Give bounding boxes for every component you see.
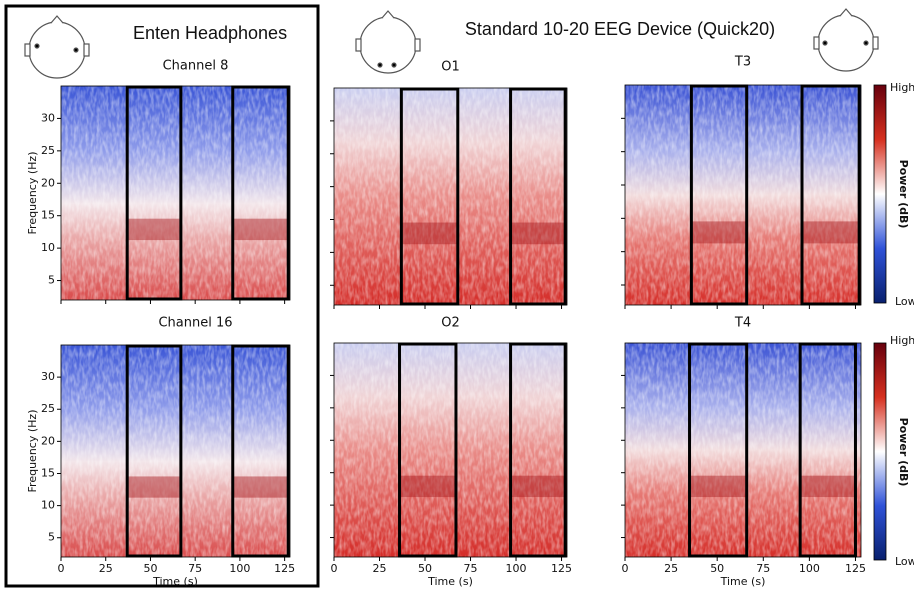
colorbar-scale [873, 84, 887, 304]
y-tick-label: 25 [41, 402, 55, 415]
group-frame [4, 4, 320, 588]
highlight-box [509, 87, 567, 306]
x-tick-label: 125 [274, 562, 295, 575]
spectrogram-texture [625, 343, 861, 557]
x-tick-label: 75 [188, 562, 202, 575]
highlight-box [800, 84, 861, 306]
panel-title: T4 [734, 316, 751, 331]
x-tick-label: 50 [418, 562, 432, 575]
y-tick-label: 20 [41, 434, 55, 447]
axes-frame [333, 342, 568, 558]
alpha-band [691, 221, 747, 244]
y-tick-label: 10 [41, 241, 55, 254]
y-tick-label: 25 [41, 144, 55, 157]
x-tick-label: 125 [845, 562, 866, 575]
colorbar-label: Power (dB) [897, 418, 910, 487]
panel-title: T3 [734, 55, 751, 70]
x-tick-label: 75 [756, 562, 770, 575]
colorbar-low: Low [895, 555, 914, 568]
colorbar: High Low Power (dB) [873, 81, 914, 308]
colorbar: High Low Power (dB) [873, 334, 914, 568]
head-icon [813, 8, 879, 72]
y-tick-label: 5 [48, 274, 55, 287]
x-tick-label: 75 [464, 562, 478, 575]
alpha-band [401, 222, 458, 245]
head-icon [24, 15, 90, 79]
group-title: Standard 10-20 EEG Device (Quick20) [465, 19, 775, 39]
y-tick-label: 15 [41, 209, 55, 222]
alpha-band [689, 475, 747, 498]
head-icon [355, 10, 421, 74]
y-tick-label: 10 [41, 499, 55, 512]
alpha-band [232, 218, 289, 241]
highlight-box [125, 344, 183, 558]
colorbar-scale [873, 342, 887, 561]
highlight-box [231, 344, 290, 558]
alpha-band [510, 475, 566, 498]
y-tick-label: 30 [41, 111, 55, 124]
colorbar-high: High [890, 334, 914, 347]
x-tick-label: 25 [373, 562, 387, 575]
alpha-band [800, 475, 856, 498]
panel-title: Channel 16 [158, 316, 232, 331]
x-axis-label: Time (s) [427, 575, 473, 588]
x-tick-label: 0 [622, 562, 629, 575]
highlight-box [688, 342, 749, 558]
x-tick-label: 50 [143, 562, 157, 575]
axes-frame [624, 342, 862, 558]
spectrogram-texture [334, 343, 567, 557]
y-tick-label: 30 [41, 370, 55, 383]
axes-frame [60, 85, 291, 301]
highlight-box [509, 342, 567, 558]
alpha-band [127, 476, 181, 498]
alpha-band [232, 476, 289, 498]
x-tick-label: 100 [506, 562, 527, 575]
panel-title: O1 [441, 60, 460, 75]
highlight-box [398, 342, 458, 558]
highlight-box [798, 342, 857, 558]
highlight-box [231, 85, 290, 301]
spectrogram-texture [61, 345, 290, 557]
spectrogram-texture [61, 86, 290, 300]
y-tick-label: 15 [41, 466, 55, 479]
x-tick-label: 50 [710, 562, 724, 575]
alpha-band [127, 218, 181, 241]
panel-title: Channel 8 [163, 59, 229, 74]
panel-title: O2 [441, 316, 460, 331]
x-tick-label: 100 [799, 562, 820, 575]
alpha-band [802, 221, 860, 244]
x-axis-label: Time (s) [720, 575, 766, 588]
spectrogram-texture [334, 88, 567, 305]
x-tick-label: 25 [99, 562, 113, 575]
y-axis-label: Frequency (Hz) [26, 410, 39, 493]
spectrogram-texture [625, 85, 861, 305]
y-tick-label: 5 [48, 531, 55, 544]
colorbar-label: Power (dB) [897, 160, 910, 229]
x-tick-label: 0 [58, 562, 65, 575]
x-tick-label: 25 [664, 562, 678, 575]
axes-frame [60, 344, 291, 558]
axes-frame [333, 87, 568, 306]
axes-frame [624, 84, 862, 306]
highlight-box [399, 87, 460, 306]
x-tick-label: 100 [229, 562, 250, 575]
group-title: Enten Headphones [133, 23, 287, 43]
x-tick-label: 125 [551, 562, 572, 575]
alpha-band [399, 475, 456, 498]
colorbar-low: Low [895, 295, 914, 308]
x-tick-label: 0 [331, 562, 338, 575]
alpha-band [510, 222, 566, 245]
y-axis-label: Frequency (Hz) [26, 152, 39, 235]
y-tick-label: 20 [41, 176, 55, 189]
colorbar-high: High [890, 81, 914, 94]
highlight-box [689, 84, 749, 306]
highlight-box [125, 85, 183, 301]
x-axis-label: Time (s) [152, 575, 198, 588]
